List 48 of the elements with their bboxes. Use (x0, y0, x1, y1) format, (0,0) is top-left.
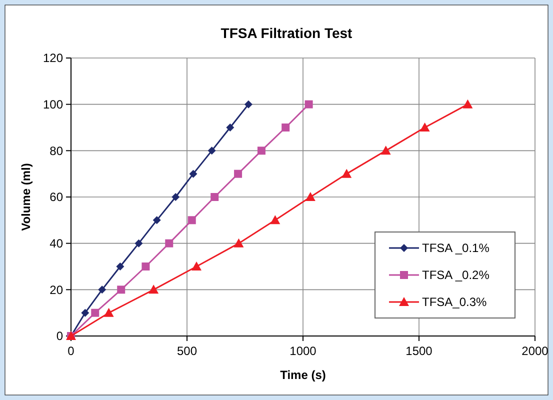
legend-label: TFSA_0.3% (422, 295, 488, 310)
point (172, 193, 180, 201)
y-tick-label: 80 (50, 144, 64, 158)
y-tick-label: 40 (50, 236, 64, 251)
point (98, 286, 106, 294)
point (117, 286, 126, 294)
point (134, 239, 143, 248)
point (462, 99, 473, 108)
x-tick-label: 0 (68, 344, 75, 358)
y-tick-label: 100 (42, 98, 64, 112)
point (244, 100, 252, 108)
chart-title: TFSA Filtration Test (220, 25, 353, 41)
legend-label: TFSA _0.1% (422, 241, 490, 256)
point (257, 146, 266, 155)
point (420, 122, 430, 132)
point (210, 193, 219, 201)
point (116, 262, 124, 270)
x-tick-label: 2000 (522, 344, 549, 358)
point (234, 238, 244, 248)
y-tick-label: 120 (42, 51, 64, 66)
point (152, 216, 161, 224)
y-tick-label: 20 (50, 282, 64, 297)
y-tick-label: 60 (50, 190, 64, 204)
x-axis-title: Time (s) (280, 368, 326, 382)
point (142, 262, 150, 270)
y-axis-title: Volume (ml) (19, 163, 33, 231)
x-tick-label: 500 (176, 344, 198, 358)
x-tick-label: 1500 (406, 344, 433, 358)
point (226, 124, 234, 132)
point (305, 192, 316, 201)
point (91, 308, 100, 317)
point (234, 170, 242, 178)
point (189, 170, 198, 178)
point (188, 216, 196, 224)
point (270, 215, 280, 224)
point (342, 168, 352, 178)
point (192, 262, 202, 270)
point (208, 146, 216, 155)
point (148, 284, 159, 294)
x-tick-label: 1000 (290, 344, 317, 358)
point (380, 146, 391, 155)
point (282, 124, 290, 132)
legend-label: TFSA _0.2% (422, 268, 490, 282)
y-tick-label: 0 (56, 329, 64, 344)
point (304, 100, 313, 108)
point (104, 308, 114, 317)
point (81, 308, 90, 317)
point (165, 239, 174, 248)
